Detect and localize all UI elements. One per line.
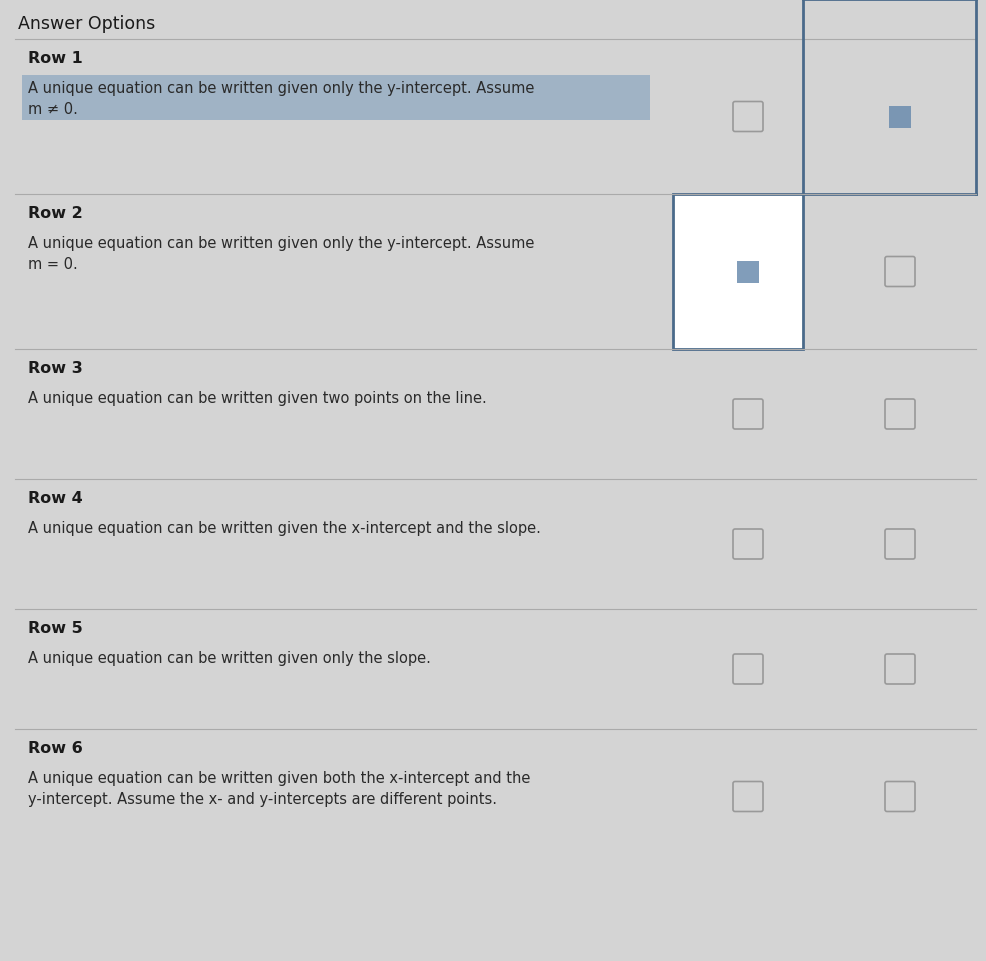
Text: Row 6: Row 6 xyxy=(28,740,83,755)
FancyBboxPatch shape xyxy=(733,530,763,559)
FancyBboxPatch shape xyxy=(733,781,763,812)
Text: Answer Options: Answer Options xyxy=(18,15,155,33)
Bar xyxy=(889,107,911,129)
Bar xyxy=(737,261,759,283)
Text: A unique equation can be written given both the x-intercept and the
y-intercept.: A unique equation can be written given b… xyxy=(28,770,530,806)
Text: Row 3: Row 3 xyxy=(28,360,83,376)
FancyBboxPatch shape xyxy=(885,530,915,559)
Text: Row 5: Row 5 xyxy=(28,621,83,635)
FancyBboxPatch shape xyxy=(733,654,763,684)
FancyBboxPatch shape xyxy=(885,258,915,287)
Text: A unique equation can be written given only the slope.: A unique equation can be written given o… xyxy=(28,651,431,665)
Text: A unique equation can be written given the x-intercept and the slope.: A unique equation can be written given t… xyxy=(28,521,541,535)
Text: A unique equation can be written given two points on the line.: A unique equation can be written given t… xyxy=(28,390,487,406)
FancyBboxPatch shape xyxy=(885,781,915,812)
Bar xyxy=(673,195,803,350)
FancyBboxPatch shape xyxy=(885,400,915,430)
FancyBboxPatch shape xyxy=(733,103,763,133)
Bar xyxy=(22,76,650,121)
FancyBboxPatch shape xyxy=(733,400,763,430)
Text: A unique equation can be written given only the y-intercept. Assume
m = 0.: A unique equation can be written given o… xyxy=(28,235,534,272)
Text: Row 4: Row 4 xyxy=(28,490,83,505)
Text: A unique equation can be written given only the y-intercept. Assume
m ≠ 0.: A unique equation can be written given o… xyxy=(28,81,534,117)
Text: Row 2: Row 2 xyxy=(28,206,83,221)
FancyBboxPatch shape xyxy=(885,654,915,684)
Text: Row 1: Row 1 xyxy=(28,51,83,66)
